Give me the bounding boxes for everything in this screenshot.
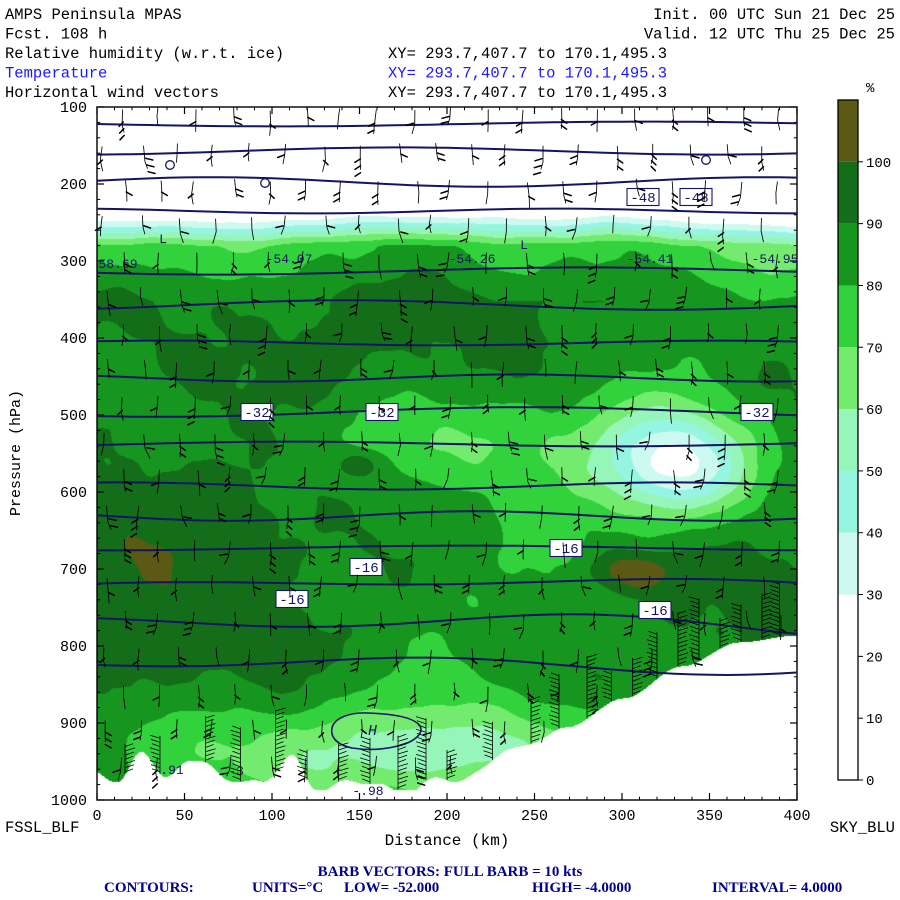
svg-text:-54.41: -54.41 [627,252,674,267]
svg-text:100: 100 [258,808,285,825]
svg-text:500: 500 [60,408,87,425]
svg-text:250: 250 [521,808,548,825]
svg-text:UNITS=°C: UNITS=°C [252,880,323,896]
svg-text:L: L [520,238,528,253]
svg-text:600: 600 [60,485,87,502]
svg-text:HIGH= -4.0000: HIGH= -4.0000 [532,880,631,896]
svg-text:50: 50 [175,808,193,825]
svg-text:800: 800 [60,639,87,656]
svg-text:300: 300 [608,808,635,825]
svg-text:-.98: -.98 [352,784,383,799]
svg-text:1000: 1000 [51,793,87,810]
svg-text:40: 40 [866,527,883,543]
svg-text:XY= 293.7,407.7 to 170.1,495.3: XY= 293.7,407.7 to 170.1,495.3 [388,84,667,102]
svg-text:LOW= -52.000: LOW= -52.000 [344,880,439,896]
svg-text:200: 200 [433,808,460,825]
svg-text:90: 90 [866,218,883,234]
svg-text:150: 150 [346,808,373,825]
svg-text:Relative humidity (w.r.t. ice): Relative humidity (w.r.t. ice) [5,45,284,63]
svg-text:-3: -3 [228,764,244,779]
svg-text:300: 300 [60,254,87,271]
svg-text:100: 100 [866,156,891,172]
svg-text:-48: -48 [630,191,655,207]
svg-text:XY= 293.7,407.7 to 170.1,495.3: XY= 293.7,407.7 to 170.1,495.3 [388,45,667,63]
svg-text:Distance (km): Distance (km) [385,832,510,850]
svg-text:200: 200 [60,177,87,194]
svg-text:Temperature: Temperature [5,65,107,83]
svg-text:80: 80 [866,279,883,295]
svg-text:400: 400 [60,331,87,348]
svg-text:70: 70 [866,341,883,357]
svg-text:350: 350 [696,808,723,825]
svg-text:-16: -16 [642,604,667,620]
svg-text:CONTOURS:: CONTOURS: [104,880,194,896]
svg-text:-32: -32 [369,406,394,422]
svg-text:L: L [159,232,167,247]
svg-text:900: 900 [60,716,87,733]
svg-text:AMPS Peninsula MPAS: AMPS Peninsula MPAS [5,6,182,24]
svg-text:INTERVAL= 4.0000: INTERVAL= 4.0000 [712,880,842,896]
svg-text:Init. 00 UTC Sun 21 Dec 25: Init. 00 UTC Sun 21 Dec 25 [653,6,895,24]
svg-text:-54.95: -54.95 [752,252,799,267]
svg-text:.91: .91 [160,763,184,778]
svg-text:400: 400 [783,808,810,825]
svg-text:BARB VECTORS: FULL BARB = 10: BARB VECTORS: FULL BARB = 10 kts [318,864,583,880]
svg-text:-16: -16 [353,561,378,577]
svg-text:Pressure (hPa): Pressure (hPa) [8,390,25,516]
svg-text:100: 100 [60,100,87,117]
svg-text:30: 30 [866,589,883,605]
svg-text:50: 50 [866,465,883,481]
svg-text:Horizontal wind vectors: Horizontal wind vectors [5,84,219,102]
svg-text:-16: -16 [279,593,304,609]
svg-text:-54.26: -54.26 [449,252,496,267]
svg-text:%: % [866,81,875,97]
svg-text:700: 700 [60,562,87,579]
svg-text:SKY_BLU: SKY_BLU [830,819,895,837]
svg-text:10: 10 [866,712,883,728]
svg-text:0: 0 [866,774,874,790]
svg-text:Fcst. 108 h: Fcst. 108 h [5,26,107,44]
svg-text:FSSL_BLF: FSSL_BLF [5,819,79,837]
svg-text:H: H [368,723,377,740]
svg-text:60: 60 [866,403,883,419]
svg-text:-32: -32 [244,406,269,422]
svg-text:XY= 293.7,407.7 to 170.1,495.3: XY= 293.7,407.7 to 170.1,495.3 [388,65,667,83]
svg-text:20: 20 [866,650,883,666]
svg-text:58.69: 58.69 [98,257,137,272]
svg-text:-32: -32 [744,406,769,422]
svg-text:-16: -16 [553,542,578,558]
svg-text:Valid. 12 UTC Thu 25 Dec 25: Valid. 12 UTC Thu 25 Dec 25 [644,26,895,44]
svg-text:-54.07: -54.07 [266,252,313,267]
svg-text:0: 0 [92,808,101,825]
